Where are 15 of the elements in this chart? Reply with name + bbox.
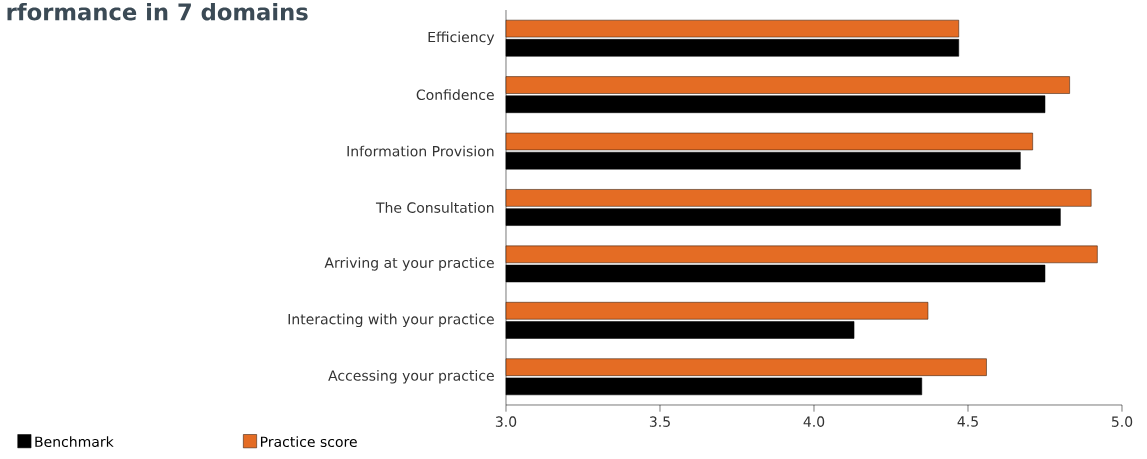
y-tick-label: The Consultation xyxy=(375,202,494,213)
y-tick-label: Arriving at your practice xyxy=(324,257,494,271)
y-tick-label: Confidence xyxy=(416,89,494,101)
x-tick-label: 3.0 xyxy=(495,416,517,427)
x-tick-label: 4.5 xyxy=(957,416,978,427)
x-tick-label: 5.0 xyxy=(1111,416,1133,427)
x-tick-label: 3.5 xyxy=(649,416,670,427)
legend-label: Practice score xyxy=(260,436,357,448)
y-tick-label: Efficiency xyxy=(428,31,495,45)
text: rformance in 7 domains xyxy=(7,2,308,21)
y-tick-label: Information Provision xyxy=(347,145,494,157)
legend-label: Benchmark xyxy=(35,436,114,448)
x-tick-label: 4.0 xyxy=(803,416,825,427)
y-tick-label: Accessing your practice xyxy=(328,370,494,384)
y-tick-label: Interacting with your practice xyxy=(288,313,494,328)
